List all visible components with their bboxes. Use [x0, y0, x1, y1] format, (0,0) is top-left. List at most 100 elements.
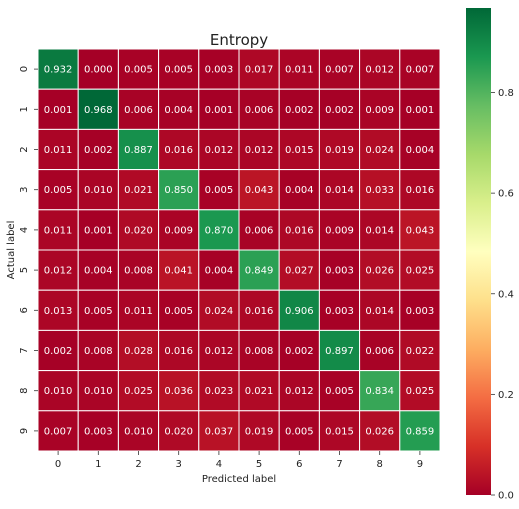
cell-value-label: 0.013 [44, 306, 73, 317]
cell-value-label: 0.012 [205, 145, 234, 156]
cell-value-label: 0.004 [406, 145, 435, 156]
cell-value-label: 0.010 [124, 426, 153, 437]
cell-value-label: 0.887 [124, 145, 153, 156]
cell-value-label: 0.041 [164, 266, 193, 277]
colorbar-tick-label: 0.4 [498, 289, 514, 300]
cell-value-label: 0.006 [365, 346, 394, 357]
heatmap-cell [77, 88, 119, 130]
cell-value-label: 0.007 [44, 426, 73, 437]
cell-value-label: 0.027 [285, 266, 314, 277]
heatmap-cell [318, 209, 361, 251]
heatmap-cell [359, 88, 401, 130]
cell-value-label: 0.009 [365, 105, 394, 116]
cell-value-label: 0.012 [205, 346, 234, 357]
cell-value-label: 0.001 [44, 105, 73, 116]
heatmap-cell [77, 48, 119, 90]
cell-value-label: 0.005 [164, 306, 193, 317]
heatmap-cell [318, 48, 361, 90]
heatmap-cell [238, 329, 280, 372]
heatmap-cell [359, 329, 401, 372]
cell-value-label: 0.028 [124, 346, 153, 357]
y-tick-label: 3 [19, 187, 30, 193]
heatmap-cell [278, 88, 320, 130]
cell-value-label: 0.003 [406, 306, 435, 317]
cell-value-label: 0.043 [245, 185, 274, 196]
cell-value-label: 0.005 [285, 426, 314, 437]
heatmap-cell [278, 169, 320, 211]
heatmap-cell [117, 249, 160, 291]
y-axis-label: Actual label [6, 221, 17, 280]
cell-value-label: 0.006 [245, 225, 274, 236]
heatmap-cell [278, 370, 320, 412]
y-tick-label: 8 [19, 388, 30, 394]
cell-value-label: 0.932 [44, 65, 73, 76]
cell-value-label: 0.021 [245, 386, 274, 397]
cell-value-label: 0.005 [325, 386, 354, 397]
cell-value-label: 0.016 [285, 225, 314, 236]
colorbar-ticks: 0.0 0.2 0.4 0.6 0.8 [491, 88, 514, 502]
heatmap-cell [238, 88, 280, 130]
cell-value-label: 0.906 [285, 306, 314, 317]
cell-value-label: 0.012 [285, 386, 314, 397]
cell-value-label: 0.008 [245, 346, 274, 357]
heatmap-cell [359, 410, 401, 452]
colorbar [466, 8, 491, 495]
heatmap-cell [278, 410, 320, 452]
cell-value-label: 0.850 [164, 185, 193, 196]
cell-value-label: 0.002 [285, 346, 314, 357]
x-tick-label: 2 [135, 459, 141, 470]
x-tick-label: 7 [336, 459, 342, 470]
cell-value-label: 0.026 [365, 426, 394, 437]
x-tick-label: 6 [296, 459, 302, 470]
cell-value-label: 0.016 [164, 346, 193, 357]
cell-value-label: 0.001 [84, 225, 113, 236]
x-tick-label: 9 [417, 459, 423, 470]
heatmap-cell [117, 370, 160, 412]
cell-value-label: 0.020 [164, 426, 193, 437]
heatmap-cell [318, 88, 361, 130]
colorbar-tick-label: 0.8 [498, 88, 514, 99]
cell-value-label: 0.011 [124, 306, 153, 317]
cell-value-label: 0.005 [164, 65, 193, 76]
cell-value-label: 0.003 [325, 306, 354, 317]
heatmap-cell [158, 249, 200, 291]
heatmap-cell [318, 128, 361, 171]
cell-value-label: 0.014 [365, 225, 394, 236]
cell-value-label: 0.036 [164, 386, 193, 397]
heatmap-cell [198, 249, 240, 291]
heatmap-cell [77, 329, 119, 372]
heatmap-cell [278, 209, 320, 251]
x-tick-label: 8 [377, 459, 383, 470]
cell-value-label: 0.015 [285, 145, 314, 156]
cell-value-label: 0.005 [124, 65, 153, 76]
y-tick-label: 9 [19, 428, 30, 434]
cell-value-label: 0.005 [84, 306, 113, 317]
heatmap-cell [77, 128, 119, 171]
cell-value-label: 0.014 [365, 306, 394, 317]
heatmap-cell [77, 209, 119, 251]
y-tick-label: 5 [19, 267, 30, 273]
y-tick-label: 0 [19, 66, 30, 72]
y-tick-label: 2 [19, 146, 30, 152]
colorbar-tick-label: 0.6 [498, 189, 514, 200]
cell-value-label: 0.024 [365, 145, 394, 156]
cell-value-label: 0.968 [84, 105, 113, 116]
cell-value-label: 0.024 [205, 306, 234, 317]
cell-value-label: 0.001 [205, 105, 234, 116]
heatmap-cell [238, 169, 280, 211]
y-tick-label: 1 [19, 106, 30, 112]
chart-title: Entropy [210, 31, 268, 49]
cell-value-label: 0.026 [365, 266, 394, 277]
cell-value-label: 0.017 [245, 65, 274, 76]
x-tick-label: 1 [95, 459, 101, 470]
heatmap-cell [359, 370, 401, 412]
cell-value-label: 0.016 [406, 185, 435, 196]
heatmap-cell [77, 370, 119, 412]
cell-value-label: 0.010 [84, 185, 113, 196]
cell-value-label: 0.834 [365, 386, 394, 397]
heatmap-cells: 0.932 0.000 0.005 0.005 0.003 0.017 0.011 0.007… [37, 48, 441, 452]
cell-value-label: 0.003 [325, 266, 354, 277]
x-tick-label: 5 [256, 459, 262, 470]
colorbar-tick-label: 0.0 [498, 491, 514, 502]
cell-value-label: 0.009 [325, 225, 354, 236]
